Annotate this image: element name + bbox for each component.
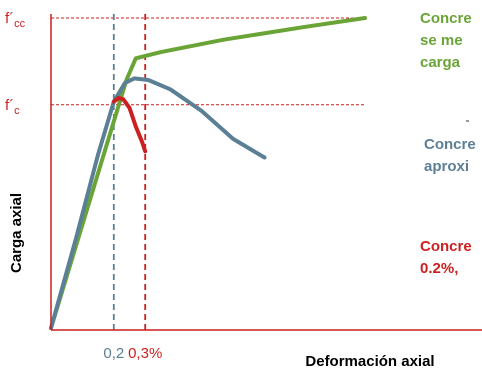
tick-labels: 0,2 0,3% f´cc f´c: [5, 10, 162, 362]
axes: [50, 14, 482, 331]
series-line-unconfined: [111, 96, 148, 154]
series-line-confined: [49, 16, 367, 330]
series-lines: [49, 16, 367, 330]
annotation-rectangular-line-1: Concre: [424, 136, 476, 153]
reference-lines: [51, 14, 365, 330]
annotation-divider-mark: [466, 120, 469, 122]
annotation-rectangular-line-2: aproxi: [424, 158, 470, 175]
x-tick-label-1: 0,3%: [128, 345, 162, 362]
annotation-confined-line-1: Concre: [420, 10, 472, 27]
annotation-confined-line-2: se me: [420, 32, 463, 49]
annotation-unconfined-line-2: 0.2%,: [420, 260, 459, 277]
annotation-confined-concrete: Concre se me carga: [420, 8, 472, 74]
annotation-confined-line-3: carga: [420, 54, 461, 71]
y-tick-label-fc: f´c: [5, 97, 20, 117]
annotation-rectangular-concrete: Concre aproxi: [424, 134, 476, 178]
annotation-unconfined-line-1: Concre: [420, 238, 472, 255]
y-axis-title: Carga axial: [8, 193, 25, 273]
x-axis-title: Deformación axial: [305, 353, 434, 370]
x-tick-label-0: 0,2: [103, 345, 124, 362]
y-tick-label-fcc: f´cc: [5, 10, 26, 30]
annotation-unconfined-concrete: Concre 0.2%,: [420, 236, 472, 280]
series-line-rectangular: [49, 76, 267, 330]
